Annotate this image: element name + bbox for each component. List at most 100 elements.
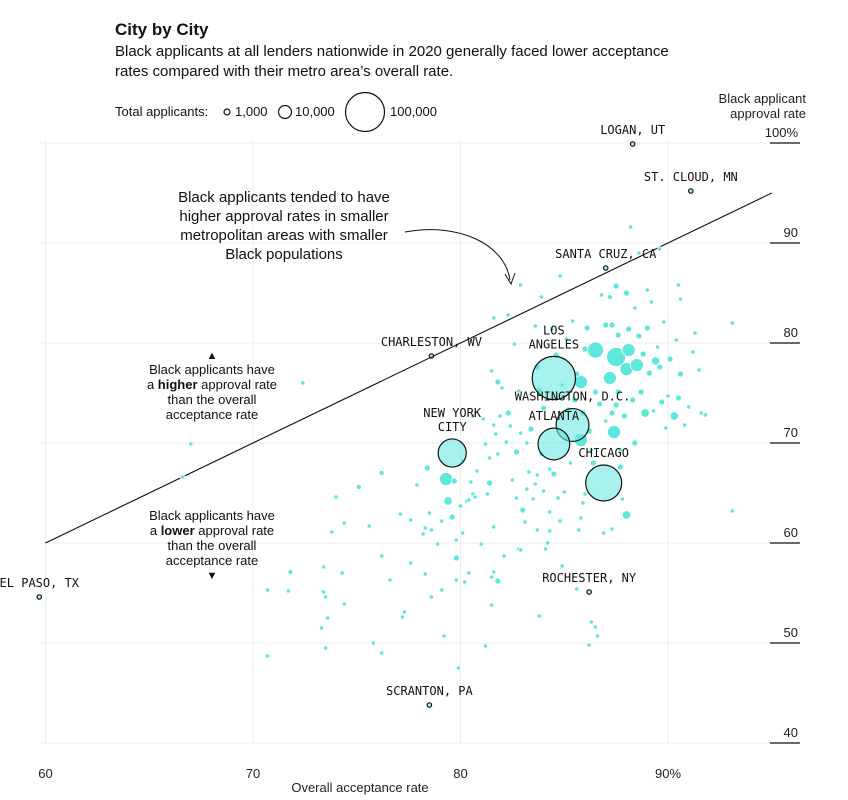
city-label-line: NEW YORK	[423, 406, 482, 420]
data-point	[669, 411, 679, 421]
data-point	[527, 425, 535, 433]
data-point	[439, 587, 445, 593]
data-point	[574, 586, 580, 592]
data-point	[489, 574, 495, 580]
data-point	[655, 344, 661, 350]
data-point	[435, 541, 441, 547]
annotation-text: approval rate	[195, 523, 275, 538]
city-label: LOGAN, UT	[600, 123, 665, 137]
data-point	[339, 570, 345, 576]
y-tick-label: 40	[784, 725, 798, 740]
data-point	[518, 430, 524, 436]
legend-item-label: 10,000	[295, 104, 335, 119]
legend-circle-large	[344, 91, 386, 133]
annotation-text: acceptance rate	[166, 407, 259, 422]
y-tick-label: 60	[784, 525, 798, 540]
city-label-line: CHARLESTON, WV	[381, 335, 482, 349]
data-point	[491, 422, 497, 428]
city-label-line: ATLANTA	[529, 409, 580, 423]
data-point	[637, 388, 645, 396]
data-point	[355, 484, 362, 490]
data-point	[645, 369, 653, 377]
city-label-line: ROCHESTER, NY	[542, 571, 637, 585]
annotation-text: Black applicants have	[149, 508, 275, 523]
down-arrow-icon: ▼	[207, 570, 218, 582]
data-point	[515, 388, 522, 394]
data-point	[612, 282, 620, 290]
data-point	[323, 645, 329, 651]
annotation-text: than the overall	[168, 392, 257, 407]
legend-circle-medium	[277, 104, 293, 120]
data-point	[532, 323, 538, 329]
reference-line	[45, 192, 772, 544]
data-point	[640, 408, 650, 418]
data-point	[518, 547, 524, 553]
data-point	[690, 349, 696, 355]
labeled-data-point	[437, 438, 467, 468]
data-point	[571, 396, 579, 404]
data-point	[491, 524, 497, 530]
callout-annotation: Black applicants tended to have higher ap…	[178, 189, 390, 263]
data-point	[614, 388, 622, 396]
data-point	[606, 294, 613, 300]
data-point	[530, 496, 536, 502]
data-point	[439, 518, 445, 524]
data-point	[686, 404, 692, 410]
city-label: ATLANTA	[529, 409, 580, 423]
annotation-line: Black applicants have	[149, 362, 275, 377]
data-point	[428, 527, 435, 533]
city-label-line: CHICAGO	[578, 446, 629, 460]
data-point	[499, 385, 505, 391]
y-tick-label: 80	[784, 325, 798, 340]
data-point	[511, 341, 518, 347]
data-point	[542, 546, 549, 552]
data-point	[474, 468, 480, 474]
data-point	[285, 588, 291, 594]
data-point	[532, 481, 538, 487]
data-point	[536, 613, 542, 619]
data-point	[518, 282, 524, 288]
data-point	[341, 520, 347, 526]
data-point	[698, 410, 704, 416]
data-point	[538, 294, 545, 300]
data-point	[569, 318, 576, 324]
data-point	[677, 296, 684, 302]
data-point	[557, 273, 563, 279]
data-point	[540, 488, 547, 494]
data-point	[616, 463, 624, 471]
legend-item-label: 100,000	[390, 104, 437, 119]
chart-title: City by City	[115, 20, 209, 39]
annotation-text: a	[147, 377, 158, 392]
annotation-line: than the overall	[168, 392, 257, 407]
data-point	[666, 355, 674, 363]
data-point	[507, 423, 513, 429]
labeled-data-point	[586, 589, 592, 595]
data-point	[370, 640, 376, 646]
data-point	[379, 650, 385, 656]
city-label-line: SCRANTON, PA	[386, 684, 473, 698]
city-label: EL PASO, TX	[0, 576, 80, 590]
labeled-data-point	[602, 265, 609, 271]
data-point	[729, 320, 735, 326]
data-point	[586, 341, 604, 359]
data-point	[320, 564, 327, 570]
data-point	[264, 587, 271, 593]
legend-label: Total applicants:	[115, 104, 209, 119]
data-point	[482, 643, 488, 649]
city-label: WASHINGTON, D.C.	[515, 390, 631, 404]
data-point	[420, 531, 426, 537]
gridlines	[40, 140, 770, 744]
annotation-line: than the overall	[168, 538, 257, 553]
data-point	[573, 375, 588, 389]
callout-arrow	[404, 229, 511, 281]
city-label: SANTA CRUZ, CA	[555, 247, 657, 261]
data-point	[594, 633, 601, 639]
annotation-text: higher	[158, 377, 198, 392]
data-point	[491, 315, 497, 321]
data-point	[534, 472, 540, 478]
data-point	[729, 508, 735, 514]
data-point	[482, 441, 488, 447]
data-point	[591, 388, 599, 396]
y-axis-label: Black applicant	[719, 91, 807, 106]
data-point	[452, 554, 460, 562]
